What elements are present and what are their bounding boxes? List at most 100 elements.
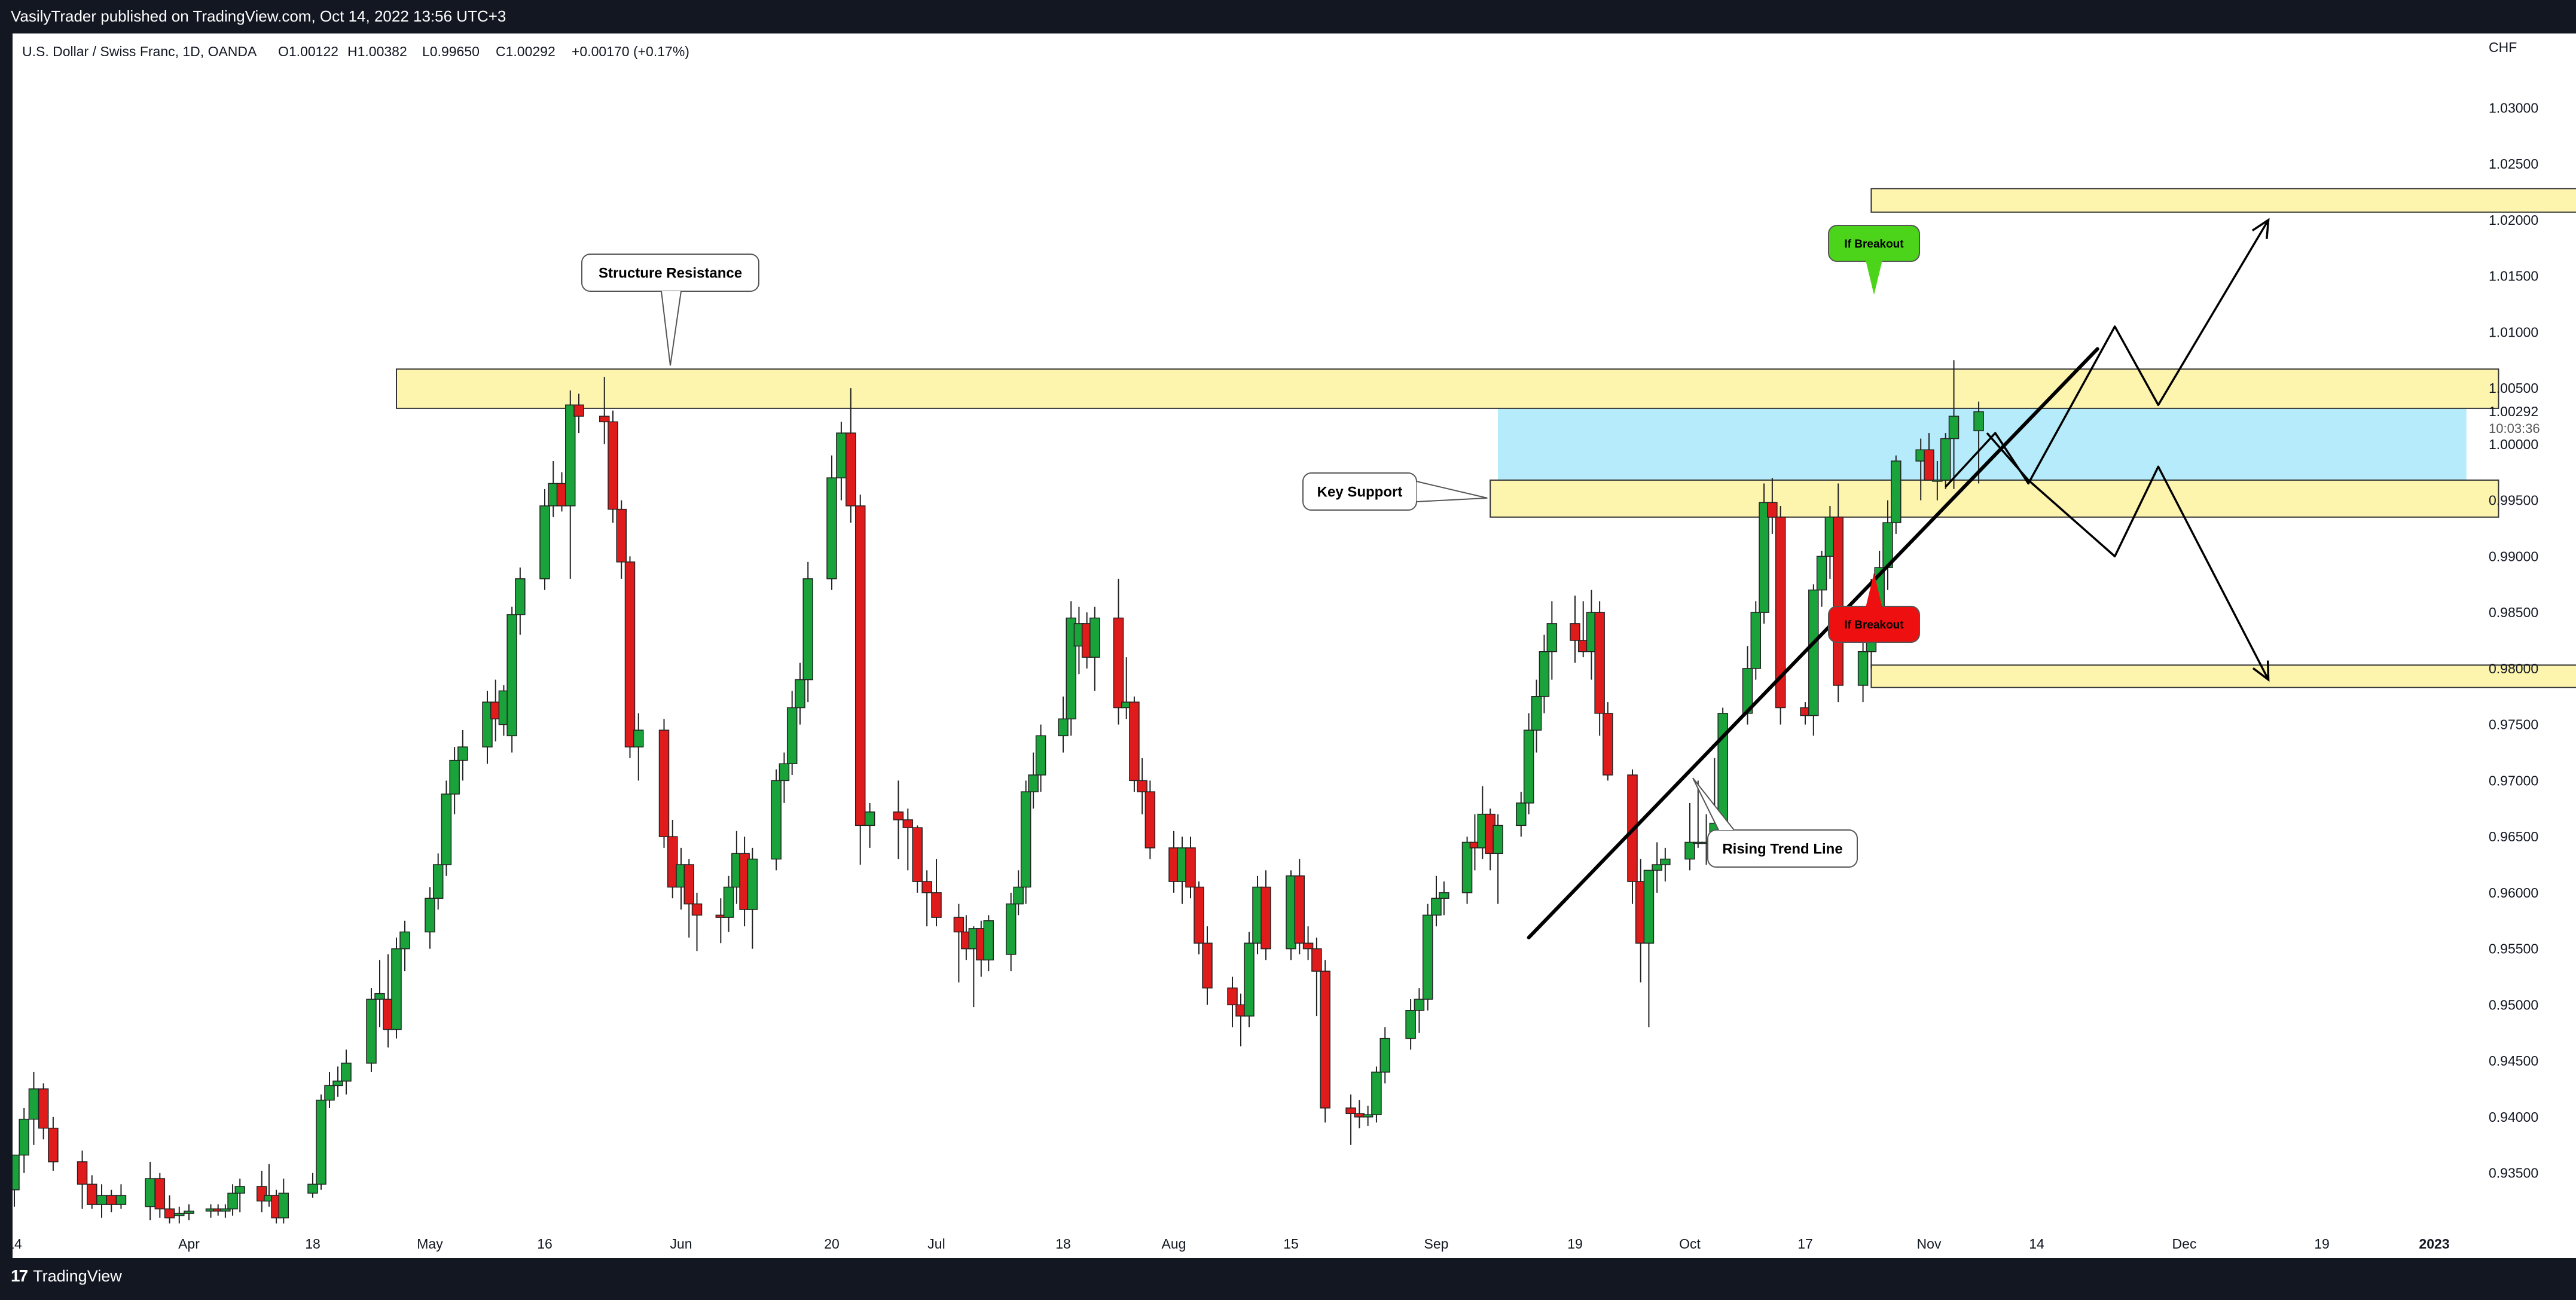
y-tick-label: 0.94000 — [2489, 1109, 2538, 1125]
candle — [854, 495, 866, 865]
candle-body — [1570, 623, 1580, 641]
candle — [1660, 847, 1671, 882]
y-tick-label: 1.00500 — [2489, 380, 2538, 396]
candle-body — [87, 1183, 97, 1205]
candle-body — [931, 892, 942, 918]
candle — [316, 1094, 326, 1190]
candle — [1013, 870, 1024, 916]
candle-body — [184, 1210, 194, 1214]
candle — [391, 937, 402, 1039]
candle — [1422, 904, 1433, 1011]
candle-body — [921, 881, 932, 893]
y-tick-label: 1.01000 — [2489, 324, 2538, 340]
labels-layer: Structure Resistance Key Support Rising Tr… — [581, 225, 1920, 868]
candle — [1891, 455, 1902, 534]
x-tick-label: 20 — [824, 1236, 840, 1252]
candle-body — [234, 1186, 245, 1194]
candle-body — [667, 836, 678, 888]
candle — [683, 859, 695, 938]
candle — [633, 713, 644, 781]
candle — [184, 1204, 194, 1220]
candle — [723, 875, 734, 932]
candle-body — [616, 508, 627, 563]
candle-body — [902, 819, 914, 828]
x-tick-label: 15 — [1283, 1236, 1299, 1252]
rising-trend-line-label: Rising Trend Line — [1722, 841, 1842, 857]
candle — [1035, 724, 1046, 792]
candle-body — [1294, 875, 1305, 944]
candle-body — [1816, 556, 1827, 591]
candle-body — [826, 477, 837, 579]
candle-body — [1932, 480, 1943, 482]
candle — [624, 556, 636, 758]
candle-body — [1750, 612, 1762, 669]
y-tick-label: 1.02500 — [2489, 156, 2538, 172]
candle — [1431, 875, 1442, 927]
candle — [1775, 506, 1786, 725]
candle — [1915, 438, 1926, 501]
projection-path-up — [1945, 219, 2270, 488]
candle-body — [106, 1195, 117, 1205]
candle — [457, 730, 468, 781]
candle-body — [1940, 438, 1951, 481]
candle-body — [1973, 411, 1984, 432]
candle — [1260, 870, 1271, 960]
candle-body — [1345, 1107, 1356, 1114]
tradingview-brand[interactable]: 17 TradingView — [11, 1267, 122, 1286]
candle — [482, 691, 493, 764]
candle-body — [1144, 791, 1156, 849]
candle-body — [1013, 886, 1024, 905]
candle-body — [145, 1178, 155, 1207]
candle-body — [565, 404, 576, 506]
candle — [1144, 780, 1156, 859]
candle — [1439, 881, 1449, 916]
y-tick-label: 0.93500 — [2489, 1165, 2538, 1181]
candle — [1684, 802, 1695, 871]
candle-body — [854, 505, 866, 826]
candle — [864, 802, 875, 848]
candle — [1857, 634, 1869, 703]
candle — [1194, 881, 1204, 954]
candle-body — [13, 1154, 20, 1191]
candle-body — [1379, 1037, 1390, 1073]
candle — [846, 388, 856, 523]
candle — [921, 870, 932, 927]
candle-body — [893, 811, 904, 820]
candle — [1924, 433, 1934, 481]
candle-body — [96, 1195, 107, 1205]
candle-body — [1717, 713, 1728, 824]
candle — [802, 561, 813, 703]
last-price-label: 1.00292 — [2489, 404, 2538, 419]
candle — [1750, 601, 1762, 680]
candle-body — [1461, 841, 1473, 893]
candle-body — [1594, 612, 1605, 714]
candle-body — [441, 794, 452, 865]
candle — [1020, 780, 1031, 904]
candle-body — [1833, 517, 1844, 686]
price-chart[interactable]: Structure Resistance Key Support Rising Tr… — [13, 33, 2576, 1258]
candle — [383, 954, 393, 1048]
candle — [747, 847, 758, 949]
candle — [795, 663, 805, 725]
candle-body — [836, 432, 847, 478]
y-tick-label: 0.98000 — [2489, 661, 2538, 676]
candle-body — [1089, 617, 1100, 658]
candle-body — [983, 920, 994, 961]
candle-body — [1948, 416, 1960, 440]
candle — [779, 752, 790, 803]
candle — [1073, 606, 1085, 675]
candle-body — [912, 827, 923, 882]
candle — [1546, 601, 1558, 680]
candle — [441, 780, 452, 876]
candle-body — [174, 1213, 185, 1216]
candle-body — [1431, 898, 1442, 916]
candle-body — [802, 578, 813, 680]
candle-body — [691, 903, 703, 916]
next-resistance-zone — [1870, 188, 2576, 213]
candle — [1005, 892, 1017, 972]
candle — [1089, 606, 1100, 691]
y-tick-label: 1.01500 — [2489, 268, 2538, 284]
candle — [931, 859, 942, 927]
x-tick-label: May — [417, 1236, 443, 1252]
rising-trend-line-label-box — [1707, 829, 1858, 868]
